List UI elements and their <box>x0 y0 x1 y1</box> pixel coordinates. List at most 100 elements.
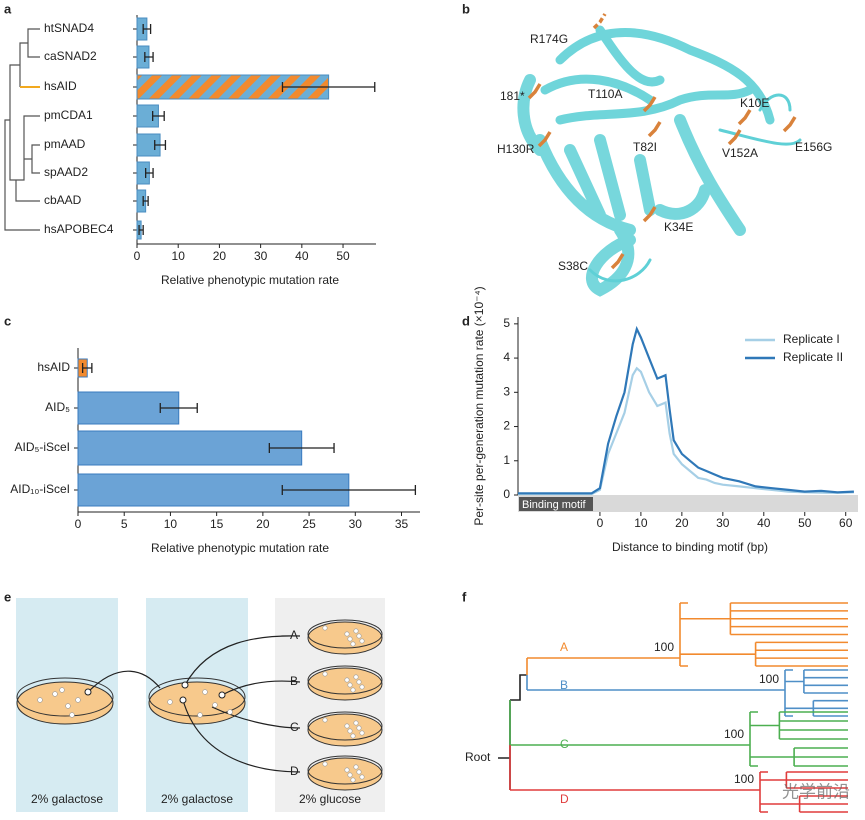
colony <box>322 761 328 767</box>
mutation-label: E156G <box>795 140 832 154</box>
tree-branch <box>526 669 848 717</box>
bootstrap-label: 100 <box>759 672 779 686</box>
error-bar <box>138 225 144 235</box>
plate <box>307 621 383 655</box>
condition-label: 2% galactose <box>161 792 233 806</box>
clade-label: B <box>560 678 568 692</box>
category-label: pmCDA1 <box>44 108 93 122</box>
mutation-label: 181* <box>500 89 525 103</box>
bootstrap-label: 100 <box>734 772 754 786</box>
plate <box>148 681 246 725</box>
colony <box>359 638 365 644</box>
colony <box>202 689 208 695</box>
x-tick-label: 15 <box>210 517 224 531</box>
plate-rim <box>307 665 383 695</box>
residue <box>592 13 607 30</box>
protein-structure <box>517 25 802 297</box>
x-axis-label: Distance to binding motif (bp) <box>612 540 768 554</box>
error-bar <box>142 24 152 34</box>
plate-label: B <box>290 674 298 688</box>
clade-label: A <box>560 640 568 654</box>
colony <box>353 764 359 770</box>
residue <box>647 121 662 138</box>
panel-label: a <box>4 1 12 16</box>
colony <box>353 628 359 634</box>
x-tick-label: 30 <box>254 249 268 263</box>
plate-label: C <box>290 720 299 734</box>
colony <box>322 671 328 677</box>
x-tick-label: 40 <box>295 249 309 263</box>
category-label: AID₅-iSceI <box>14 440 70 454</box>
mutation-label: H130R <box>497 142 535 156</box>
residue <box>782 116 797 133</box>
colony <box>356 769 362 775</box>
motif-box <box>519 497 593 511</box>
x-tick-label: 0 <box>75 517 82 531</box>
watermark: 光学前沿 <box>782 782 850 801</box>
mutation-label: T110A <box>588 87 622 101</box>
legend-label: Replicate II <box>783 350 843 364</box>
x-axis-label: Relative phenotypic mutation rate <box>161 273 339 287</box>
error-bar <box>154 140 167 150</box>
category-label: spAAD2 <box>44 165 88 179</box>
colony <box>353 674 359 680</box>
residue <box>642 96 657 113</box>
colony <box>322 625 328 631</box>
x-tick-label: 20 <box>213 249 227 263</box>
root-label: Root <box>465 750 491 764</box>
legend-label: Replicate I <box>783 332 840 346</box>
y-tick-label: 0 <box>503 487 510 501</box>
category-label: cbAAD <box>44 193 82 207</box>
error-bar <box>268 443 335 453</box>
plate <box>16 681 114 725</box>
category-label: caSNAD2 <box>44 49 97 63</box>
plate-rim <box>16 677 114 717</box>
arrow <box>221 680 301 696</box>
category-label: hsAID <box>37 360 70 374</box>
x-tick-label: 5 <box>121 517 128 531</box>
bootstrap-label: 100 <box>654 640 674 654</box>
x-tick-label: 40 <box>757 516 771 530</box>
y-axis-label: Per-site per-generation mutation rate (×… <box>472 286 486 525</box>
x-tick-label: 30 <box>349 517 363 531</box>
y-tick-label: 4 <box>503 350 510 364</box>
x-tick-label: 0 <box>597 516 604 530</box>
x-tick-label: 30 <box>716 516 730 530</box>
panel-label: d <box>462 313 470 328</box>
y-tick-label: 5 <box>503 316 510 330</box>
x-tick-label: 0 <box>134 249 141 263</box>
x-tick-label: 35 <box>395 517 409 531</box>
clade-label: C <box>560 737 569 751</box>
y-tick-label: 3 <box>503 384 510 398</box>
dendrogram <box>4 28 40 231</box>
colony <box>212 702 218 708</box>
tree-branch <box>509 745 848 813</box>
category-label: AID₁₀-iSceI <box>10 482 70 496</box>
tree-branch <box>509 700 848 767</box>
x-tick-label: 25 <box>302 517 316 531</box>
residue <box>737 109 752 126</box>
bar <box>136 74 330 100</box>
colony <box>167 699 173 705</box>
colony <box>347 682 353 688</box>
colony <box>197 712 203 718</box>
plate <box>307 667 383 701</box>
panel-label: b <box>462 1 470 16</box>
error-bar <box>159 403 198 413</box>
category-label: AID₅ <box>45 400 70 414</box>
colony <box>322 717 328 723</box>
arrow <box>182 699 301 773</box>
colony <box>75 697 81 703</box>
residue <box>537 131 552 148</box>
x-tick-label: 20 <box>675 516 689 530</box>
colony <box>347 728 353 734</box>
y-tick-label: 2 <box>503 419 510 433</box>
arrow <box>87 670 161 693</box>
colony <box>356 725 362 731</box>
panel-label: c <box>4 313 11 328</box>
error-bar <box>281 485 417 495</box>
error-bar <box>144 52 154 62</box>
arrow <box>211 706 301 729</box>
colony <box>65 703 71 709</box>
line-series <box>518 325 854 495</box>
